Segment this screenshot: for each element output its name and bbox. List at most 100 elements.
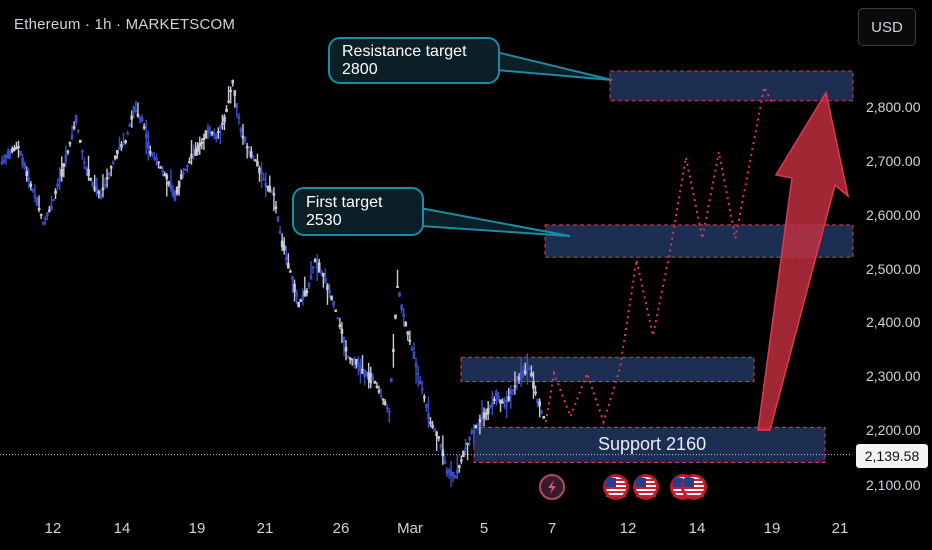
candle-body [361,368,364,374]
candle-body [62,163,66,167]
candle-body [252,155,255,158]
candle-body [260,171,263,175]
candle-body [400,305,403,310]
candle-body [64,154,68,163]
candle-body [72,126,76,129]
candle-body [264,182,267,187]
candle-body [410,348,414,351]
candle-body [414,362,418,368]
candle-body [223,116,226,123]
candle-body [35,197,39,206]
candle-body [153,157,156,160]
first-target-callout[interactable]: First target 2530 [292,187,424,236]
candle-body [4,154,8,159]
candle-body [39,213,43,216]
candle-body [455,469,459,474]
candle-body [342,336,346,343]
candle-body [132,106,136,111]
candle-body [355,358,358,365]
candle-body [140,117,144,123]
candle-body [369,373,373,384]
candle-body [11,148,14,152]
candle-body [476,423,480,426]
resistance-callout[interactable]: Resistance target 2800 [328,37,500,84]
candle-body [390,378,393,383]
candle-body [322,272,325,277]
candle-body [359,365,362,372]
candle-body [328,289,331,294]
candle-body [173,190,177,202]
up-arrow [757,90,850,431]
candle-body [52,199,55,202]
candle-body [56,183,59,188]
candle-body [330,295,333,301]
candle-body [299,298,302,302]
candle-body [484,412,488,416]
candle-body [144,133,148,139]
currency-button[interactable]: USD [858,8,916,46]
candle-body [198,143,202,147]
candle-body [387,410,391,413]
candle-body [159,166,162,169]
candle-body [373,380,377,384]
candle-body [466,442,469,445]
candle-body [87,169,90,176]
candle-body [231,80,235,84]
flag-stripe [636,487,656,489]
candle-body [486,408,490,415]
candle-body [445,470,449,475]
candle-body [208,131,212,134]
candle-body [536,398,539,404]
candle-body [542,416,546,419]
chart-title: Ethereum · 1h · MARKETSCOM [14,16,236,33]
x-tick-label: 12 [44,520,62,537]
candle-body [526,368,529,372]
candle-body [196,146,199,152]
y-tick-label: 2,400.00 [866,314,921,330]
candle-body [297,301,300,308]
y-tick-label: 2,700.00 [866,153,921,169]
candle-body [416,373,420,376]
candle-body [46,211,49,216]
candle-body [179,174,183,180]
candle-body [177,180,181,188]
candle-body [307,282,311,287]
candle-body [239,128,243,133]
candle-body [350,358,354,361]
lightning-icon [539,474,565,500]
candle-body [472,429,476,434]
candle-body [76,129,80,132]
candle-body [151,153,154,156]
candle-body [37,207,41,210]
candle-body [124,140,127,143]
candle-body [313,259,317,263]
candle-body [6,150,10,159]
candle-body [528,367,531,370]
candle-body [315,261,319,269]
events-layer [539,474,707,500]
candle-body [474,424,478,429]
candle-body [449,471,453,476]
candle-body [78,139,82,143]
flag-stripe [636,491,656,493]
x-tick-label: 19 [763,520,781,537]
support-label: Support 2160 [598,434,707,454]
candle-body [427,413,430,420]
candle-body [50,205,53,211]
candle-body [68,142,72,145]
x-tick-label: 26 [332,520,350,537]
candle-body [530,372,533,377]
candle-body [31,189,35,192]
candle-body [258,167,261,174]
candle-body [338,324,342,328]
candle-body [118,146,121,150]
us-flag-icon [633,474,659,500]
candle-body [309,275,313,280]
y-tick-label: 2,300.00 [866,368,921,384]
candle-body [29,183,33,187]
candle-body [171,189,175,196]
candle-body [43,217,47,220]
candle-body [431,424,434,428]
candle-body [41,221,45,224]
